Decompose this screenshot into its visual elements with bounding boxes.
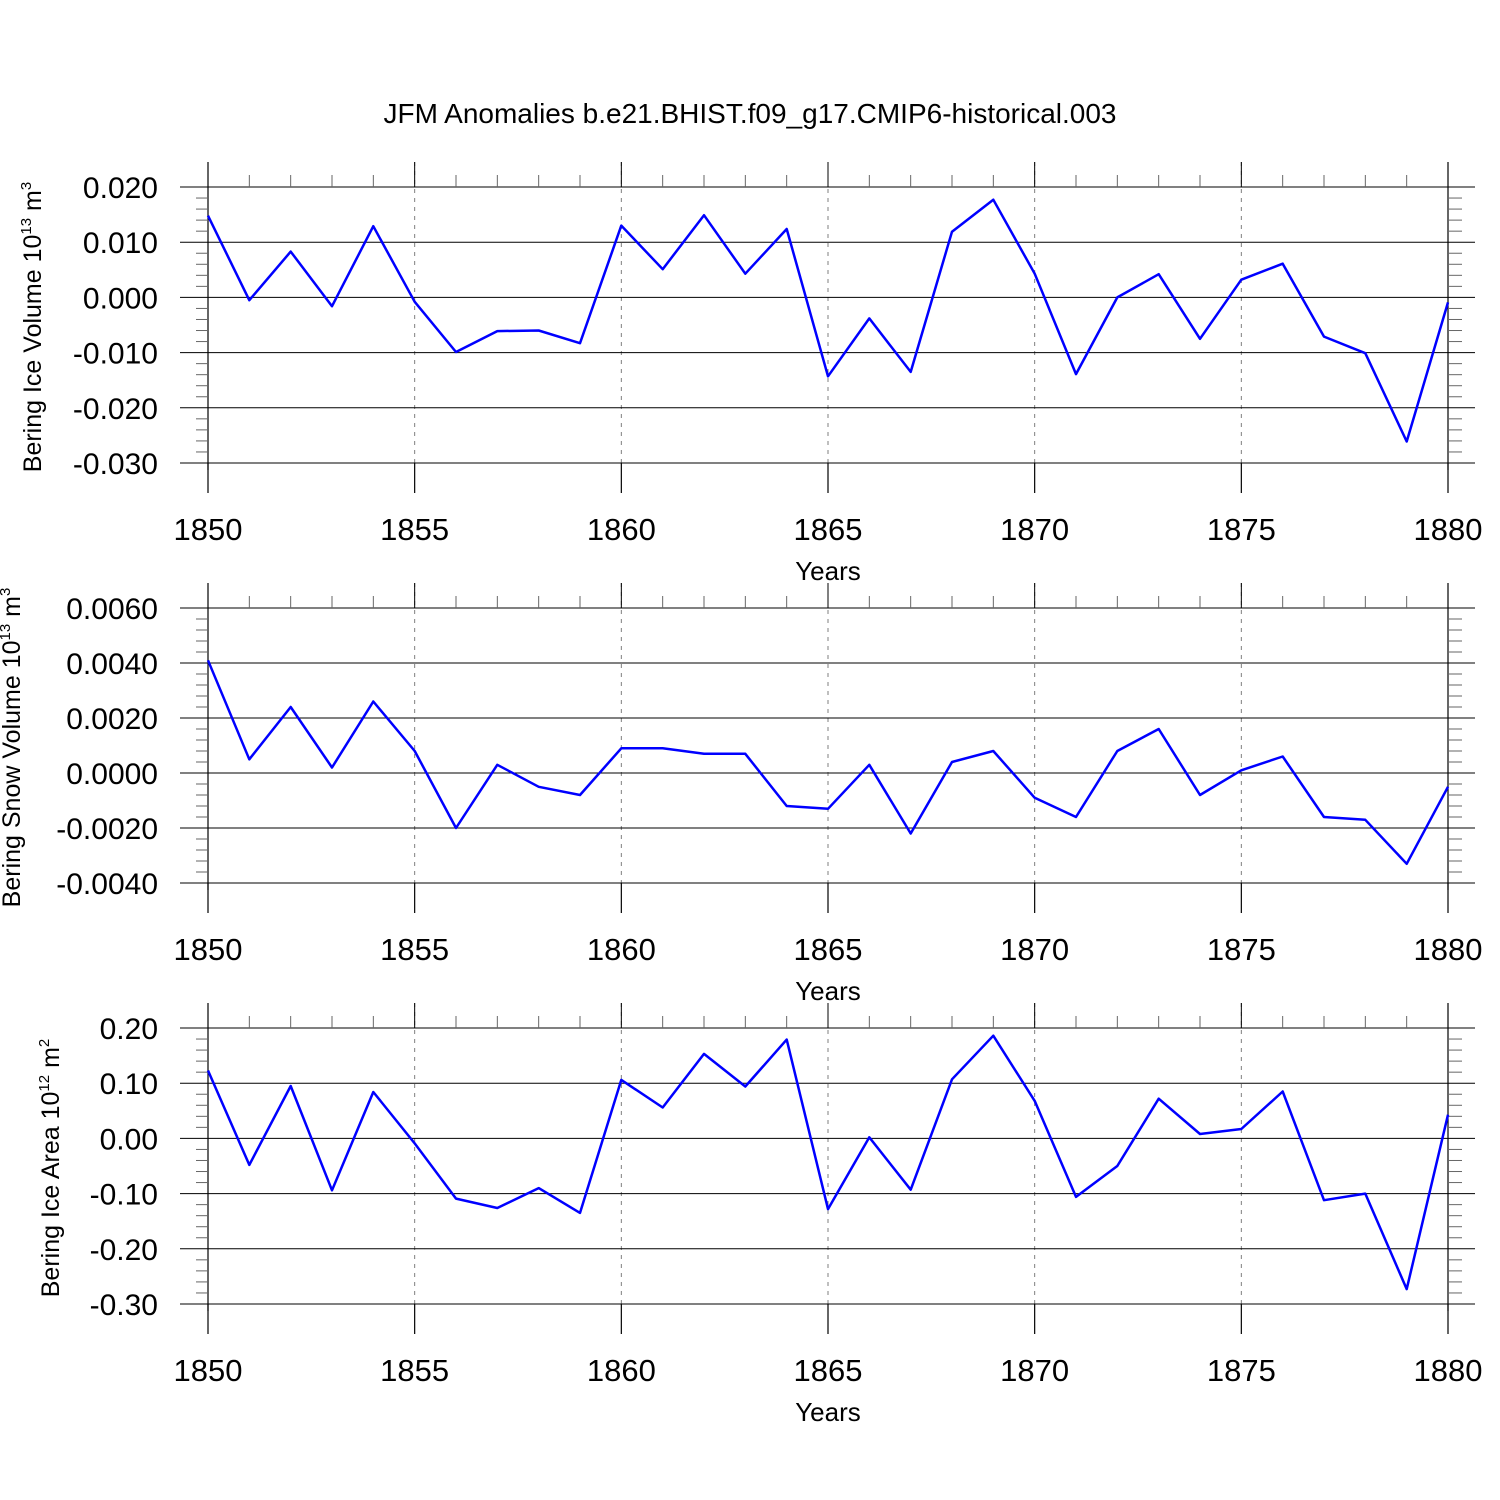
y-tick-label: 0.10	[100, 1068, 158, 1101]
x-tick-label: 1855	[380, 512, 449, 547]
x-tick-label: 1850	[174, 1353, 243, 1388]
figure-title: JFM Anomalies b.e21.BHIST.f09_g17.CMIP6-…	[383, 98, 1116, 129]
chart-panel-1: 0.020 0.010 0.000 -0.010 -0.020 -0.030 1850 185…	[18, 162, 1482, 586]
y-tick-label: -0.20	[90, 1234, 158, 1267]
chart-panel-3: 0.20 0.10 0.00 -0.10 -0.20 -0.30 1850 1855 1860 1…	[36, 1003, 1482, 1427]
y-tick-label: -0.30	[90, 1289, 158, 1322]
y-tick-label: 0.020	[83, 172, 158, 205]
x-tick-label: 1875	[1207, 1353, 1276, 1388]
panels: 0.020 0.010 0.000 -0.010 -0.020 -0.030 1850 185…	[0, 162, 1482, 1427]
x-tick-label: 1855	[380, 932, 449, 967]
x-tick-label: 1860	[587, 1353, 656, 1388]
x-axis-label: Years	[795, 1397, 861, 1427]
y-tick-label: 0.0060	[66, 593, 158, 626]
y-tick-label: -0.010	[73, 338, 158, 371]
x-tick-label: 1870	[1000, 932, 1069, 967]
x-axis-label: Years	[795, 556, 861, 586]
series-line	[206, 1034, 1450, 1291]
x-tick-label: 1860	[587, 512, 656, 547]
series-line	[206, 659, 1450, 866]
x-tick-label: 1860	[587, 932, 656, 967]
y-axis-label: Bering Ice Area 1012 m2	[36, 1039, 65, 1298]
x-tick-label: 1880	[1414, 1353, 1483, 1388]
y-tick-label: 0.000	[83, 282, 158, 315]
y-tick-label: 0.20	[100, 1013, 158, 1046]
x-tick-label: 1865	[794, 932, 863, 967]
chart-panel-2: 0.0060 0.0040 0.0020 0.0000 -0.0020 -0.0040 18…	[0, 583, 1482, 1006]
series-line	[206, 198, 1450, 443]
y-tick-label: -0.0040	[56, 868, 158, 901]
y-axis-label: Bering Ice Volume 1013 m3	[18, 182, 47, 472]
x-tick-label: 1880	[1414, 512, 1483, 547]
y-tick-label: 0.00	[100, 1123, 158, 1156]
y-tick-label: -0.030	[73, 448, 158, 481]
y-tick-label: -0.020	[73, 393, 158, 426]
x-tick-label: 1870	[1000, 1353, 1069, 1388]
x-tick-label: 1850	[174, 512, 243, 547]
x-tick-label: 1865	[794, 1353, 863, 1388]
x-tick-label: 1875	[1207, 512, 1276, 547]
x-tick-label: 1865	[794, 512, 863, 547]
x-axis-label: Years	[795, 976, 861, 1006]
y-tick-label: 0.0020	[66, 703, 158, 736]
y-axis-label: Bering Snow Volume 1013 m3	[0, 588, 26, 908]
y-tick-label: 0.010	[83, 227, 158, 260]
x-tick-label: 1870	[1000, 512, 1069, 547]
x-tick-label: 1850	[174, 932, 243, 967]
y-tick-label: 0.0000	[66, 758, 158, 791]
x-tick-label: 1880	[1414, 932, 1483, 967]
x-tick-label: 1875	[1207, 932, 1276, 967]
y-tick-label: -0.10	[90, 1179, 158, 1212]
y-tick-label: -0.0020	[56, 813, 158, 846]
y-tick-label: 0.0040	[66, 648, 158, 681]
x-tick-label: 1855	[380, 1353, 449, 1388]
